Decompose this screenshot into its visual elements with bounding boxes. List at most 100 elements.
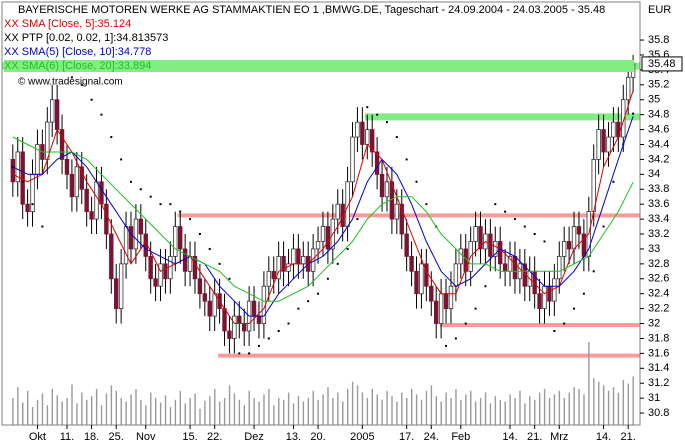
x-tick-label: Feb — [451, 431, 470, 443]
volume-bar — [223, 398, 226, 425]
y-tick-label: 31 — [648, 392, 660, 404]
volume-bar — [396, 401, 398, 425]
candle-body — [202, 293, 208, 302]
candle-body — [369, 129, 375, 153]
sar-dot — [484, 285, 487, 288]
candle-body — [128, 226, 134, 250]
volume-bar — [248, 390, 250, 425]
y-tick-label: 32.4 — [648, 288, 669, 300]
candle-body — [296, 248, 301, 265]
sar-dot — [208, 247, 211, 250]
candle-body — [399, 203, 404, 235]
volume-bar — [499, 399, 501, 425]
sar-dot — [198, 233, 201, 236]
candle-body — [621, 99, 626, 138]
sar-dot — [100, 113, 103, 116]
candle-body — [419, 263, 424, 295]
y-tick-label: 30.8 — [648, 407, 669, 419]
candle-body — [251, 300, 257, 317]
volume-bar — [406, 398, 408, 425]
volume-bar — [233, 393, 236, 425]
candle-body — [606, 136, 611, 153]
y-tick-label: 33.8 — [648, 183, 669, 195]
x-tick-label: 20. — [310, 431, 325, 443]
y-tick-label: 31.2 — [648, 377, 669, 389]
plot-frame — [1, 1, 641, 426]
volume-bar — [548, 398, 551, 425]
candle-body — [443, 293, 449, 310]
candle-body — [404, 233, 409, 257]
candle-body — [123, 226, 129, 265]
sar-dot — [415, 180, 418, 183]
candle-body — [64, 159, 70, 175]
y-tick-label: 34.4 — [648, 138, 669, 150]
candle-body — [45, 121, 50, 160]
last-price-box — [641, 56, 683, 72]
volume-bar — [31, 407, 34, 425]
sar-dot — [395, 136, 398, 139]
sar-dot — [41, 225, 44, 228]
legend-highlight — [4, 60, 634, 72]
candle-body — [242, 323, 247, 332]
sar-dot — [582, 292, 585, 295]
y-tick-label: 34.2 — [648, 153, 669, 165]
sar-dot — [612, 180, 615, 183]
volume-bar — [489, 403, 492, 425]
watermark: © www.tradesignal.com — [18, 77, 123, 88]
volume-bar — [22, 402, 24, 425]
volume-bar — [214, 389, 216, 425]
volume-bar — [440, 401, 442, 425]
volume-bar — [593, 378, 595, 425]
y-tick-label: 32.8 — [648, 258, 669, 270]
volume-bar — [273, 405, 275, 425]
candle-body — [168, 255, 173, 280]
candle-body — [488, 233, 493, 257]
y-tick-label: 34.6 — [648, 123, 669, 135]
plot-area — [2, 54, 640, 425]
candle-body — [291, 248, 296, 265]
candle-body — [360, 121, 365, 145]
volume-bar — [56, 395, 58, 425]
volume-bar — [430, 385, 433, 425]
volume-bar — [86, 399, 88, 425]
volume-bar — [268, 389, 270, 425]
volume-bar — [194, 393, 196, 425]
candle-body — [453, 263, 459, 287]
volume-bar — [204, 400, 206, 425]
x-tick-label: 25. — [109, 431, 124, 443]
volume-bar — [529, 396, 531, 425]
volume-bar — [282, 399, 285, 425]
volume-bar — [297, 396, 300, 425]
volume-bar — [218, 401, 221, 425]
volume-bar — [534, 399, 536, 425]
volume-bar — [130, 394, 132, 425]
sar-dot — [21, 180, 24, 183]
sar-dot — [307, 300, 310, 303]
candle-body — [561, 241, 567, 257]
volume-bar — [578, 389, 580, 425]
volume-bar — [381, 399, 383, 425]
sar-dot — [553, 330, 556, 332]
candle-body — [394, 203, 400, 220]
volume-bar — [538, 392, 541, 425]
candle-body — [109, 233, 114, 280]
candle-body — [25, 203, 30, 213]
volume-bar — [627, 383, 629, 425]
y-tick-label: 33.4 — [648, 213, 669, 225]
sar-dot — [257, 344, 260, 347]
sar-dot — [238, 352, 241, 355]
sar-dot — [632, 112, 635, 115]
candle-body — [325, 226, 331, 250]
volume-bar — [125, 401, 127, 425]
y-tick-label: 34.8 — [648, 109, 669, 121]
volume-bar — [135, 389, 137, 425]
x-tick-label: Nov — [136, 431, 156, 443]
sar-dot — [602, 225, 605, 228]
indicator-line — [12, 90, 634, 324]
candle-body — [227, 330, 232, 339]
candle-body — [207, 300, 212, 317]
candle-body — [537, 293, 542, 310]
candle-body — [222, 308, 227, 332]
candle-body — [433, 300, 439, 324]
y-tick-label: 35 — [648, 94, 660, 106]
